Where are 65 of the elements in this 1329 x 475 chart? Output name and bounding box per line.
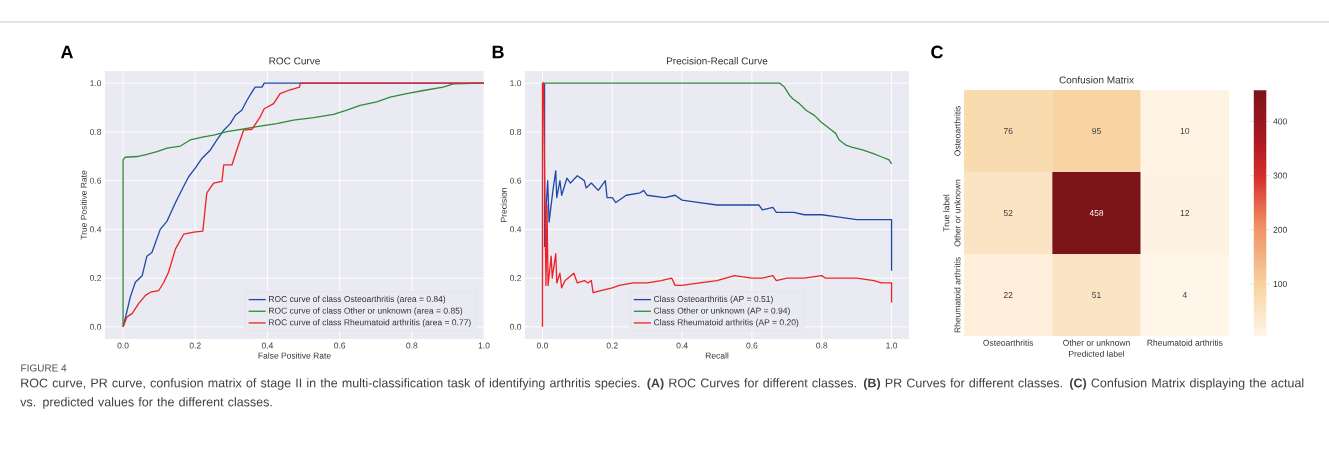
data-label: 52 bbox=[1003, 210, 1013, 217]
legend-label: ROC curve of class Rheumatoid arthritis (area = 0.77) bbox=[269, 319, 471, 328]
x-axis-title: Recall bbox=[705, 352, 729, 359]
data-label: 51 bbox=[1092, 292, 1101, 298]
x-tick-label: 0.4 bbox=[261, 342, 274, 349]
chart-title: Confusion Matrix bbox=[1059, 76, 1134, 84]
x-tick-label: 0.6 bbox=[334, 342, 346, 349]
chart-title: ROC Curve bbox=[269, 57, 320, 65]
legend-label: ROC curve of class Osteoarthritis (area = 0.84) bbox=[269, 295, 446, 304]
color-bar-label: 400 bbox=[1273, 118, 1287, 125]
data-label: 22 bbox=[1003, 292, 1013, 298]
x-tick-label: 0.0 bbox=[117, 342, 129, 349]
caption: FIGURE 4 bbox=[21, 364, 67, 372]
x-tick-label: Osteoarthritis bbox=[983, 339, 1034, 346]
chart-title: Precision-Recall Curve bbox=[666, 57, 768, 65]
text: C bbox=[931, 45, 944, 59]
y-tick-label: 0.4 bbox=[509, 226, 522, 233]
text: ROC curve, PR curve, confusion matrix of stage II in the multi-classification task of identifying arthritis species. (A) ROC Curves for different classes. (B) PR Curves for different classes. (C) Confusion Matrix displaying the actual vs. predicted values for the different classes. bbox=[20, 378, 1304, 409]
text: B bbox=[492, 45, 504, 59]
y-tick-label: 0.6 bbox=[509, 177, 522, 184]
y-tick-label: 0.6 bbox=[89, 177, 102, 184]
data-label: 4 bbox=[1182, 292, 1187, 298]
legend-label: ROC curve of class Other or unknown (area = 0.85) bbox=[269, 307, 463, 316]
y-tick-label: Osteoarthritis bbox=[954, 106, 961, 156]
x-tick-label: Rheumatoid arthritis bbox=[1147, 339, 1223, 346]
data-label: 95 bbox=[1092, 128, 1101, 135]
data-label: 458 bbox=[1089, 210, 1104, 217]
color-bar-label: 100 bbox=[1273, 280, 1287, 287]
y-axis-title: True label bbox=[943, 194, 950, 232]
line-series bbox=[541, 82, 893, 165]
y-axis-title: True Positive Rate bbox=[80, 170, 87, 240]
y-tick-label: 0.0 bbox=[89, 323, 102, 330]
y-tick-label: 0.8 bbox=[89, 128, 102, 135]
data-label: 10 bbox=[1180, 128, 1190, 135]
x-tick-label: 0.8 bbox=[816, 342, 828, 349]
text: A bbox=[60, 45, 74, 59]
legend-label: Class Osteoarthritis (AP = 0.51) bbox=[654, 295, 773, 304]
x-tick-label: 1.0 bbox=[478, 342, 490, 349]
data-label: 76 bbox=[1003, 128, 1013, 135]
x-tick-label: 0.0 bbox=[536, 342, 549, 349]
y-tick-label: 1.0 bbox=[510, 80, 522, 87]
x-tick-label: 0.2 bbox=[606, 342, 618, 349]
color-bar-label: 200 bbox=[1273, 226, 1287, 233]
line-series bbox=[122, 82, 485, 328]
line-series bbox=[541, 82, 893, 328]
legend-label: Class Rheumatoid arthritis (AP = 0.20) bbox=[654, 319, 799, 328]
y-tick-label: 1.0 bbox=[90, 80, 102, 87]
data-label: 12 bbox=[1180, 210, 1190, 216]
y-tick-label: 0.2 bbox=[89, 275, 102, 282]
x-tick-label: 0.8 bbox=[406, 342, 418, 349]
y-axis-title: Precision bbox=[500, 188, 507, 222]
y-tick-label: 0.2 bbox=[509, 275, 522, 282]
color-bar-label: 300 bbox=[1273, 172, 1287, 179]
x-axis-title: False Positive Rate bbox=[258, 352, 331, 359]
x-tick-label: Other or unknown bbox=[1063, 339, 1130, 346]
y-tick-label: 0.8 bbox=[509, 128, 522, 135]
y-tick-label: 0.0 bbox=[509, 323, 522, 330]
x-tick-label: 1.0 bbox=[886, 342, 898, 349]
y-tick-label: Other or unknown bbox=[954, 179, 961, 247]
legend-label: Class Other or unknown (AP = 0.94) bbox=[654, 307, 790, 316]
x-tick-label: 0.6 bbox=[746, 342, 758, 349]
x-axis-title: Predicted label bbox=[1069, 350, 1125, 357]
x-tick-label: 0.4 bbox=[676, 342, 688, 349]
x-tick-label: 0.2 bbox=[189, 342, 201, 349]
y-tick-label: 0.4 bbox=[89, 226, 102, 233]
